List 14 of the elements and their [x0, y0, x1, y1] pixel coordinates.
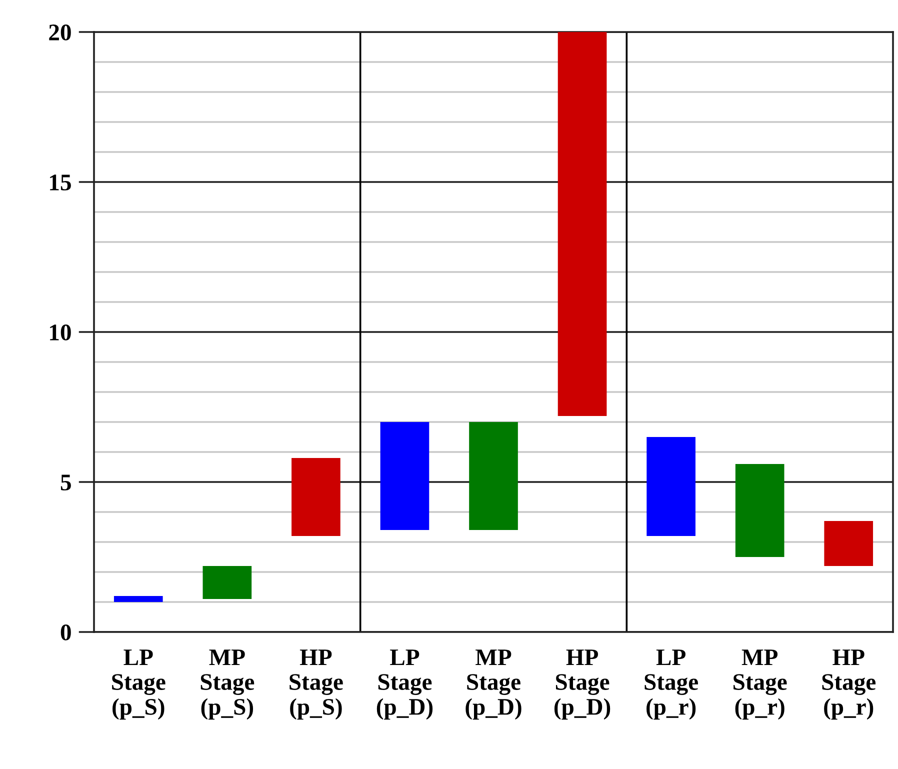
y-tick-label: 15: [50, 174, 71, 190]
x-tick-label: LP Stage (p_r): [644, 650, 698, 720]
x-tick-label: LP Stage (p_D): [376, 650, 433, 720]
y-tick-label: 20: [49, 24, 71, 40]
y-tick-label: 0: [60, 624, 71, 640]
y-tick-label: 10: [50, 324, 71, 340]
x-tick-label: HP Stage (p_r): [822, 650, 876, 720]
x-tick-label: MP Stage (p_S): [200, 650, 254, 720]
x-tick-label: HP Stage (p_S): [290, 650, 343, 720]
x-tick-label: HP Stage (p_D): [554, 650, 610, 720]
y-tick-label: 5: [60, 474, 71, 490]
x-tick-label: LP Stage (p_S): [112, 650, 166, 720]
x-tick-label: MP Stage (p_r): [734, 650, 787, 720]
x-tick-label: MP Stage (p_D): [466, 650, 522, 720]
